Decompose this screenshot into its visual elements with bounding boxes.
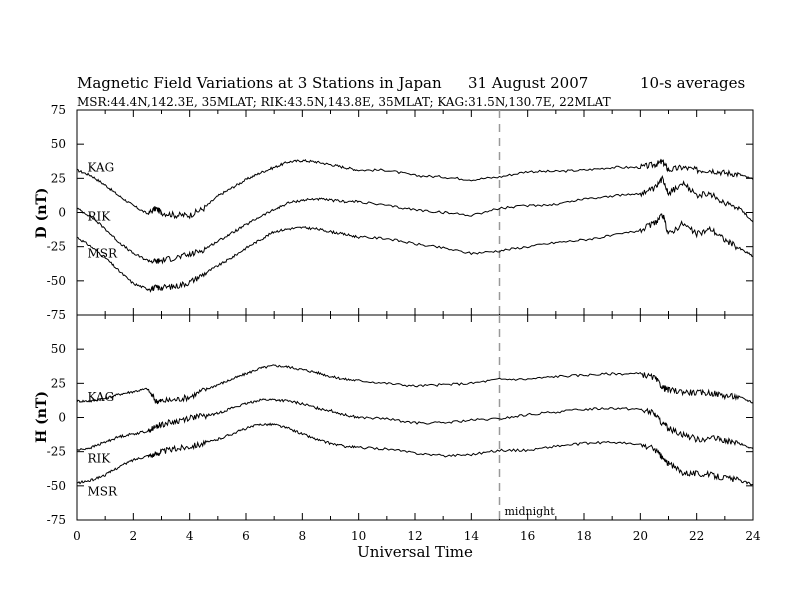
d-ytick-label: -25 (47, 240, 66, 254)
xtick-label: 22 (689, 529, 704, 543)
xtick-label: 20 (633, 529, 648, 543)
d-station-label-rik: RIK (87, 210, 111, 224)
d-station-label-kag: KAG (87, 160, 114, 174)
xtick-label: 4 (186, 529, 194, 543)
h-ytick-label: -50 (47, 479, 66, 493)
d-ytick-label: -75 (47, 308, 66, 322)
d-ytick-label: -50 (47, 274, 66, 288)
d-series-msr (76, 213, 754, 293)
chart-averaging-note: 10-s averages (640, 74, 745, 92)
d-series-rik (76, 175, 754, 265)
h-ytick-label: 0 (58, 411, 66, 425)
xtick-label: 16 (520, 529, 535, 543)
d-ytick-label: 50 (51, 137, 66, 151)
xtick-label: 8 (299, 529, 307, 543)
h-series-rik (76, 398, 754, 452)
xtick-label: 18 (576, 529, 591, 543)
xtick-label: 2 (130, 529, 138, 543)
chart-title: Magnetic Field Variations at 3 Stations … (77, 74, 442, 92)
h-ytick-label: -75 (47, 513, 66, 527)
d-station-label-msr: MSR (87, 247, 118, 261)
d-series-kag (76, 158, 754, 220)
d-ytick-label: 75 (51, 103, 66, 117)
h-ytick-label: -25 (47, 445, 66, 459)
xtick-label: 0 (73, 529, 81, 543)
xtick-label: 10 (351, 529, 366, 543)
chart-date: 31 August 2007 (468, 74, 588, 92)
midnight-label: midnight (505, 505, 556, 518)
h-station-label-msr: MSR (87, 484, 118, 498)
h-axis-label: H (nT) (34, 391, 50, 443)
h-panel-frame (76, 314, 754, 521)
h-ytick-label: 50 (51, 342, 66, 356)
d-axis-label: D (nT) (34, 188, 50, 239)
h-series-kag (76, 364, 754, 405)
x-axis-label: Universal Time (357, 543, 473, 561)
h-series-msr (76, 422, 753, 486)
d-ytick-label: 0 (58, 206, 66, 220)
d-component-panel: -75 -50 -25 0 25 50 75 KAG RIK MSR (47, 103, 754, 322)
h-station-label-kag: KAG (87, 390, 114, 404)
xtick-label: 6 (242, 529, 250, 543)
xtick-label: 24 (745, 529, 761, 543)
d-ytick-label: 25 (51, 171, 66, 185)
h-ytick-label: 25 (51, 376, 66, 390)
h-station-label-rik: RIK (87, 452, 111, 466)
xtick-label: 12 (407, 529, 422, 543)
chart-subtitle: MSR:44.4N,142.3E, 35MLAT; RIK:43.5N,143.… (77, 95, 611, 109)
xtick-label: 14 (464, 529, 480, 543)
d-panel-frame (76, 109, 754, 316)
